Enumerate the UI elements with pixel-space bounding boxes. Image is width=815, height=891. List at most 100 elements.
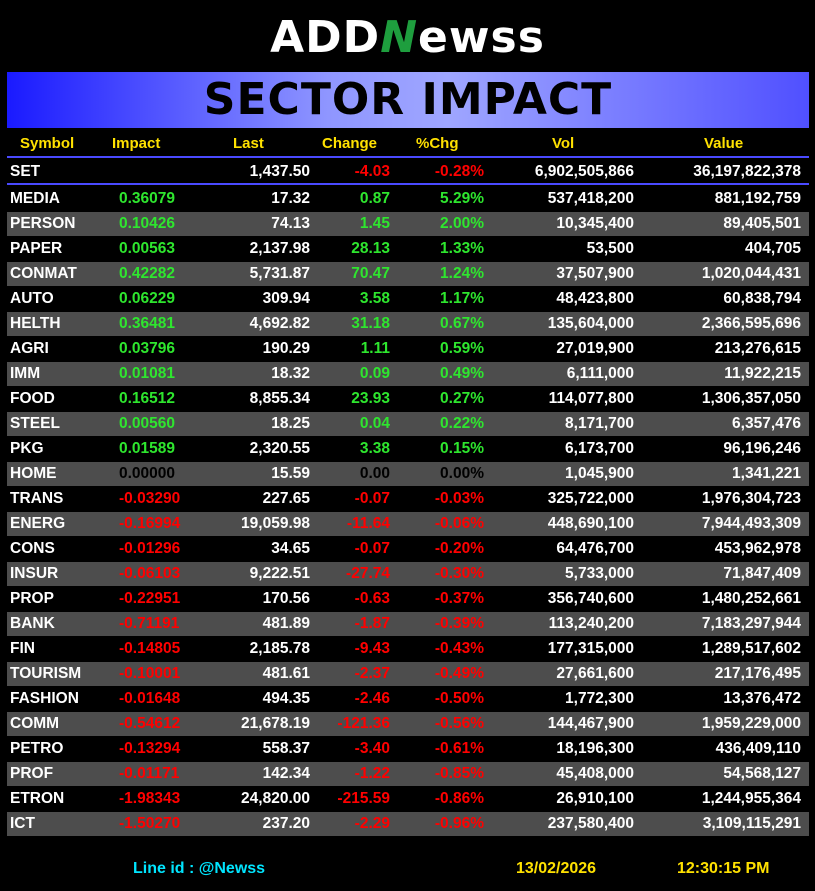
row-pchg: 0.15% [440, 440, 484, 457]
footer-time: 12:30:15 PM [677, 860, 770, 877]
row-impact: -0.14805 [119, 640, 181, 657]
table-row: HELTH 0.36481 4,692.82 31.18 0.67% 135,604,00… [7, 312, 809, 336]
row-change: 0.04 [359, 415, 390, 432]
row-symbol: CONMAT [10, 265, 77, 282]
logo-text-part2: N [380, 12, 419, 63]
row-pchg: 1.24% [440, 265, 484, 282]
row-last: 19,059.98 [241, 515, 310, 532]
row-change: -0.07 [354, 490, 390, 507]
row-symbol: TOURISM [10, 665, 82, 682]
header-symbol: Symbol [20, 135, 75, 152]
row-vol: 8,171,700 [565, 415, 634, 432]
row-change: -3.40 [354, 740, 390, 757]
row-value: 36,197,822,378 [693, 163, 801, 180]
row-value: 60,838,794 [723, 290, 801, 307]
row-impact: -0.03290 [119, 490, 181, 507]
row-symbol: HELTH [10, 315, 61, 332]
row-symbol: FOOD [10, 390, 55, 407]
row-value: 89,405,501 [723, 215, 801, 232]
row-impact: -0.01648 [119, 690, 181, 707]
row-pchg: -0.96% [434, 815, 484, 832]
title-banner: SECTOR IMPACT [7, 72, 809, 128]
row-pchg: -0.56% [434, 715, 484, 732]
brand-logo: ADDNewss [0, 12, 815, 64]
table-row: ICT -1.50270 237.20 -2.29 -0.96% 237,580,400 3… [7, 812, 809, 836]
row-last: 2,137.98 [249, 240, 310, 257]
row-pchg: -0.39% [434, 615, 484, 632]
row-change: -0.63 [354, 590, 390, 607]
table-row: PERSON 0.10426 74.13 1.45 2.00% 10,345,400 89,… [7, 212, 809, 236]
row-last: 24,820.00 [241, 790, 310, 807]
row-last: 190.29 [262, 340, 310, 357]
row-pchg: -0.37% [434, 590, 484, 607]
row-vol: 27,019,900 [556, 340, 634, 357]
table-row: ENERG -0.16994 19,059.98 -11.64 -0.06% 448,69… [7, 512, 809, 536]
row-impact: 0.00000 [119, 465, 176, 482]
row-impact: -0.16994 [119, 515, 181, 532]
table-row: PROP -0.22951 170.56 -0.63 -0.37% 356,740,600… [7, 587, 809, 611]
row-symbol: PERSON [10, 215, 76, 232]
row-pchg: -0.03% [434, 490, 484, 507]
row-pchg: -0.86% [434, 790, 484, 807]
row-impact: -0.71191 [119, 615, 180, 632]
row-value: 7,944,493,309 [701, 515, 801, 532]
row-last: 170.56 [262, 590, 310, 607]
table-row: HOME 0.00000 15.59 0.00 0.00% 1,045,900 1,341,… [7, 462, 809, 486]
row-vol: 356,740,600 [547, 590, 634, 607]
row-impact: -0.22951 [119, 590, 181, 607]
row-value: 1,244,955,364 [701, 790, 801, 807]
table-row: COMM -0.54612 21,678.19 -121.36 -0.56% 144,46… [7, 712, 809, 736]
row-value: 1,341,221 [732, 465, 801, 482]
row-change: 1.45 [359, 215, 390, 232]
row-symbol: PROP [10, 590, 54, 607]
row-change: 31.18 [351, 315, 390, 332]
row-value: 1,020,044,431 [701, 265, 801, 282]
table-row: MEDIA 0.36079 17.32 0.87 5.29% 537,418,200 881… [7, 187, 809, 211]
row-vol: 5,733,000 [565, 565, 634, 582]
row-symbol: ENERG [10, 515, 66, 532]
table-row: CONMAT 0.42282 5,731.87 70.47 1.24% 37,507,90… [7, 262, 809, 286]
row-value: 1,289,517,602 [701, 640, 801, 657]
row-value: 54,568,127 [723, 765, 801, 782]
table-header: Symbol Impact Last Change %Chg Vol Value [7, 133, 809, 155]
row-change: -121.36 [337, 715, 390, 732]
row-value: 13,376,472 [723, 690, 801, 707]
row-impact: 0.06229 [119, 290, 176, 307]
row-last: 237.20 [262, 815, 310, 832]
row-impact: 0.01589 [119, 440, 176, 457]
row-last: 309.94 [262, 290, 310, 307]
row-symbol: SET [10, 163, 41, 180]
row-impact: -0.06103 [119, 565, 181, 582]
row-change: -2.37 [354, 665, 390, 682]
row-value: 3,109,115,291 [702, 815, 801, 832]
row-impact: 0.36481 [119, 315, 176, 332]
row-last: 15.59 [271, 465, 310, 482]
row-pchg: -0.49% [434, 665, 484, 682]
row-value: 1,976,304,723 [701, 490, 801, 507]
row-symbol: PETRO [10, 740, 64, 757]
page-title: SECTOR IMPACT [203, 74, 613, 125]
row-value: 436,409,110 [715, 740, 801, 757]
table-row: STEEL 0.00560 18.25 0.04 0.22% 8,171,700 6,357… [7, 412, 809, 436]
row-symbol: CONS [10, 540, 55, 557]
row-vol: 135,604,000 [547, 315, 634, 332]
row-symbol: PAPER [10, 240, 63, 257]
row-last: 142.34 [262, 765, 310, 782]
row-change: -4.03 [354, 163, 390, 180]
row-symbol: ETRON [10, 790, 65, 807]
row-value: 1,959,229,000 [701, 715, 801, 732]
row-impact: 0.00563 [119, 240, 176, 257]
row-impact: 0.10426 [119, 215, 176, 232]
row-change: 0.00 [359, 465, 390, 482]
row-symbol: AGRI [10, 340, 49, 357]
row-vol: 27,661,600 [556, 665, 634, 682]
index-row: SET 1,437.50 -4.03 -0.28% 6,902,505,866 … [7, 160, 809, 184]
table-row: PROF -0.01171 142.34 -1.22 -0.85% 45,408,000 5… [7, 762, 809, 786]
table-row: PKG 0.01589 2,320.55 3.38 0.15% 6,173,700 96,1… [7, 437, 809, 461]
logo-text-part3: ewss [418, 12, 545, 63]
row-symbol: BANK [10, 615, 55, 632]
header-change: Change [322, 135, 378, 152]
row-symbol: STEEL [10, 415, 60, 432]
table-row: IMM 0.01081 18.32 0.09 0.49% 6,111,000 11,922,… [7, 362, 809, 386]
row-impact: -0.54612 [119, 715, 181, 732]
